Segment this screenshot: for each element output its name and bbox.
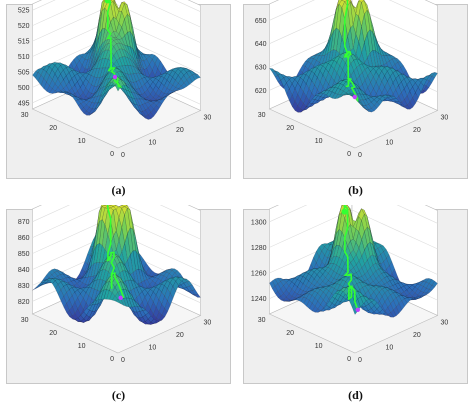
surface-mesh [269,0,438,113]
path-start-marker [118,295,123,300]
surface-mesh [269,205,438,318]
z-tick-label: 510 [18,54,30,61]
surface-plot-c: 820 830 840 850 860 870 0 10 20 30 0 10 20 30 [18,205,211,365]
x-tick-label: 20 [176,332,184,339]
climb-path [104,0,123,89]
z-tick-label: 1300 [251,219,267,226]
path-line [342,0,359,103]
z-tick-label: 820 [18,299,30,306]
z-tick-label: 650 [255,18,267,25]
z-gridline [32,205,201,240]
x-tick-label: 0 [121,152,125,159]
z-tick-label: 630 [255,65,267,72]
x-tick-label: 10 [149,345,157,352]
path-start-marker [355,307,360,312]
surface-mesh [32,0,201,120]
surface-patch [114,299,121,304]
x-tick-label: 0 [358,357,362,364]
y-axis: 0 10 20 30 [21,112,114,158]
y-tick-label: 20 [49,330,57,337]
y-tick-label: 0 [347,356,351,363]
z-gridline [32,205,201,224]
y-tick-label: 10 [315,343,323,350]
path-end-marker [104,0,111,4]
x-tick-label: 10 [149,140,157,147]
y-tick-label: 10 [315,138,323,145]
path-line [106,205,125,299]
z-gridline [269,205,438,224]
x-tick-label: 0 [358,152,362,159]
surface-plot-d: 1240 1260 1280 1300 0 10 20 30 0 10 20 30 [251,205,448,365]
x-tick-label: 20 [413,332,421,339]
z-gridline [269,0,438,23]
z-tick-label: 515 [18,39,30,46]
y-axis: 0 10 20 30 [258,317,351,363]
z-tick-label: 620 [255,88,267,95]
surface-plot-b: 620 630 640 650 0 10 20 30 0 10 20 30 [255,0,448,160]
z-tick-label: 500 [18,85,30,92]
surface-mesh [32,205,201,325]
z-tick-label: 1260 [251,271,267,278]
path-start-marker [112,74,118,80]
path-line [106,0,123,89]
y-tick-label: 0 [347,151,351,158]
z-tick-label: 850 [18,251,30,258]
caption-c: (c) [111,388,126,402]
x-tick-label: 30 [441,320,449,327]
y-tick-label: 10 [78,138,86,145]
x-axis: 0 10 20 30 [358,115,448,160]
panel-b: 620 630 640 650 0 10 20 30 0 10 20 30 (b) [237,0,474,205]
climb-path [342,0,359,103]
y-tick-label: 30 [258,317,266,324]
y-tick-label: 20 [49,125,57,132]
x-axis: 0 10 20 30 [121,115,211,160]
x-axis: 0 10 20 30 [358,320,448,365]
y-tick-label: 20 [286,125,294,132]
y-tick-label: 30 [21,112,29,119]
y-tick-label: 20 [286,330,294,337]
caption-b: (b) [348,183,363,197]
x-tick-label: 30 [204,115,212,122]
path-end-marker [341,208,348,215]
z-tick-label: 505 [18,69,30,76]
z-tick-label: 1240 [251,296,267,303]
x-axis: 0 10 20 30 [121,320,211,365]
z-tick-label: 840 [18,267,30,274]
z-tick-label: 520 [18,23,30,30]
z-tick-label: 1280 [251,245,267,252]
x-tick-label: 20 [176,127,184,134]
y-tick-label: 10 [78,343,86,350]
y-tick-label: 30 [21,317,29,324]
climb-path [106,205,125,300]
y-tick-label: 0 [110,151,114,158]
z-tick-label: 525 [18,8,30,15]
y-axis: 0 10 20 30 [258,112,351,158]
z-gridline [269,209,438,250]
x-tick-label: 10 [386,345,394,352]
caption-d: (d) [348,388,363,402]
z-tick-label: 495 [18,100,30,107]
path-start-marker [352,94,357,100]
x-tick-label: 0 [121,357,125,364]
z-gridline [32,0,201,28]
path-line [343,205,359,311]
panel-d: 1240 1260 1280 1300 0 10 20 30 0 10 20 30 (d) [237,205,474,410]
climb-path [341,205,360,312]
z-tick-label: 870 [18,219,30,226]
z-tick-label: 830 [18,283,30,290]
x-tick-label: 30 [204,320,212,327]
panel-a: 495 500 505 510 515 520 525 0 10 20 30 0 10 20 30 (a) [0,0,237,205]
z-tick-label: 640 [255,41,267,48]
y-tick-label: 0 [110,356,114,363]
panel-c: 820 830 840 850 860 870 0 10 20 30 0 10 20 30 (c) [0,205,237,410]
y-axis: 0 10 20 30 [21,317,114,363]
caption-a: (a) [111,183,126,197]
x-tick-label: 10 [386,140,394,147]
y-tick-label: 30 [258,112,266,119]
x-tick-label: 20 [413,127,421,134]
x-tick-label: 30 [441,115,449,122]
z-tick-label: 860 [18,235,30,242]
surface-plot-a: 495 500 505 510 515 520 525 0 10 20 30 0 10 20 30 [18,0,211,160]
